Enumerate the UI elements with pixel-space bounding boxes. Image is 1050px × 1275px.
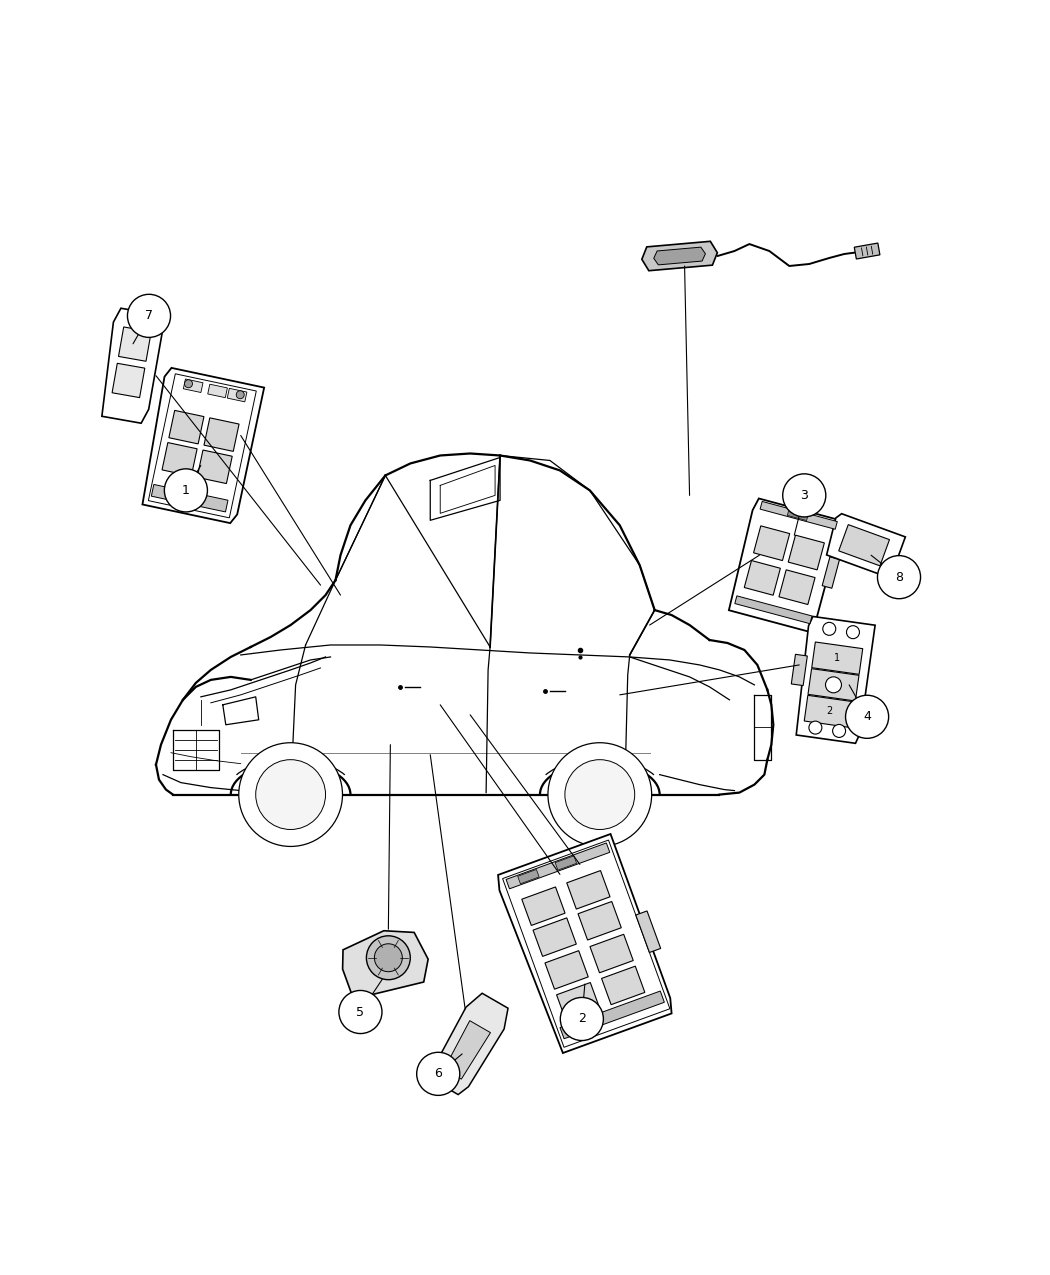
Polygon shape [744, 561, 780, 595]
Polygon shape [735, 595, 812, 623]
Polygon shape [151, 484, 228, 513]
Polygon shape [792, 654, 807, 686]
Polygon shape [518, 870, 539, 884]
Polygon shape [197, 450, 232, 483]
Text: 1: 1 [182, 484, 190, 497]
Polygon shape [578, 901, 622, 940]
Polygon shape [839, 524, 889, 566]
Text: 6: 6 [435, 1067, 442, 1080]
Polygon shape [826, 514, 905, 576]
Circle shape [548, 743, 652, 847]
Polygon shape [642, 241, 717, 270]
Polygon shape [855, 244, 880, 259]
Polygon shape [808, 668, 859, 701]
Polygon shape [804, 695, 856, 728]
Text: 4: 4 [863, 710, 871, 723]
Polygon shape [760, 501, 837, 529]
Circle shape [366, 936, 411, 979]
Polygon shape [560, 991, 665, 1039]
Polygon shape [169, 411, 204, 444]
Polygon shape [184, 379, 203, 393]
Polygon shape [754, 525, 790, 561]
Polygon shape [444, 1021, 490, 1079]
Polygon shape [796, 617, 875, 743]
Polygon shape [654, 247, 706, 265]
Text: 3: 3 [800, 488, 808, 502]
Polygon shape [119, 326, 151, 361]
Polygon shape [729, 499, 843, 632]
Circle shape [808, 722, 822, 734]
Text: 5: 5 [356, 1006, 364, 1019]
Circle shape [561, 997, 604, 1040]
Polygon shape [227, 389, 247, 402]
Polygon shape [555, 856, 576, 870]
Polygon shape [590, 935, 633, 973]
Polygon shape [567, 871, 610, 909]
Polygon shape [533, 918, 576, 956]
Circle shape [238, 743, 342, 847]
Polygon shape [102, 309, 165, 423]
Text: 2: 2 [578, 1012, 586, 1025]
Circle shape [165, 469, 208, 513]
Circle shape [565, 760, 634, 830]
Polygon shape [143, 368, 265, 523]
Polygon shape [636, 910, 660, 952]
Circle shape [845, 695, 888, 738]
Polygon shape [433, 993, 508, 1095]
Circle shape [127, 295, 170, 338]
Text: 1: 1 [834, 653, 840, 663]
Circle shape [846, 626, 860, 639]
Text: 2: 2 [826, 706, 833, 717]
Circle shape [185, 380, 192, 388]
Circle shape [339, 991, 382, 1034]
Circle shape [375, 944, 402, 972]
Polygon shape [788, 510, 808, 520]
Polygon shape [812, 643, 863, 674]
Polygon shape [822, 557, 840, 588]
Polygon shape [506, 843, 610, 889]
Polygon shape [556, 983, 600, 1021]
Text: 7: 7 [145, 310, 153, 323]
Circle shape [417, 1052, 460, 1095]
Circle shape [236, 390, 245, 399]
Polygon shape [789, 536, 824, 570]
Polygon shape [135, 303, 147, 315]
Polygon shape [498, 834, 672, 1053]
Circle shape [878, 556, 921, 599]
Circle shape [823, 622, 836, 635]
Polygon shape [342, 931, 428, 1000]
Polygon shape [522, 887, 565, 926]
Polygon shape [162, 442, 197, 476]
Polygon shape [779, 570, 815, 604]
Circle shape [825, 677, 841, 692]
Text: 8: 8 [895, 571, 903, 584]
Polygon shape [208, 384, 228, 398]
Circle shape [782, 474, 825, 516]
Polygon shape [204, 418, 239, 451]
Polygon shape [112, 363, 145, 398]
Polygon shape [545, 951, 588, 989]
Polygon shape [602, 966, 645, 1005]
Circle shape [833, 724, 845, 737]
Circle shape [256, 760, 326, 830]
